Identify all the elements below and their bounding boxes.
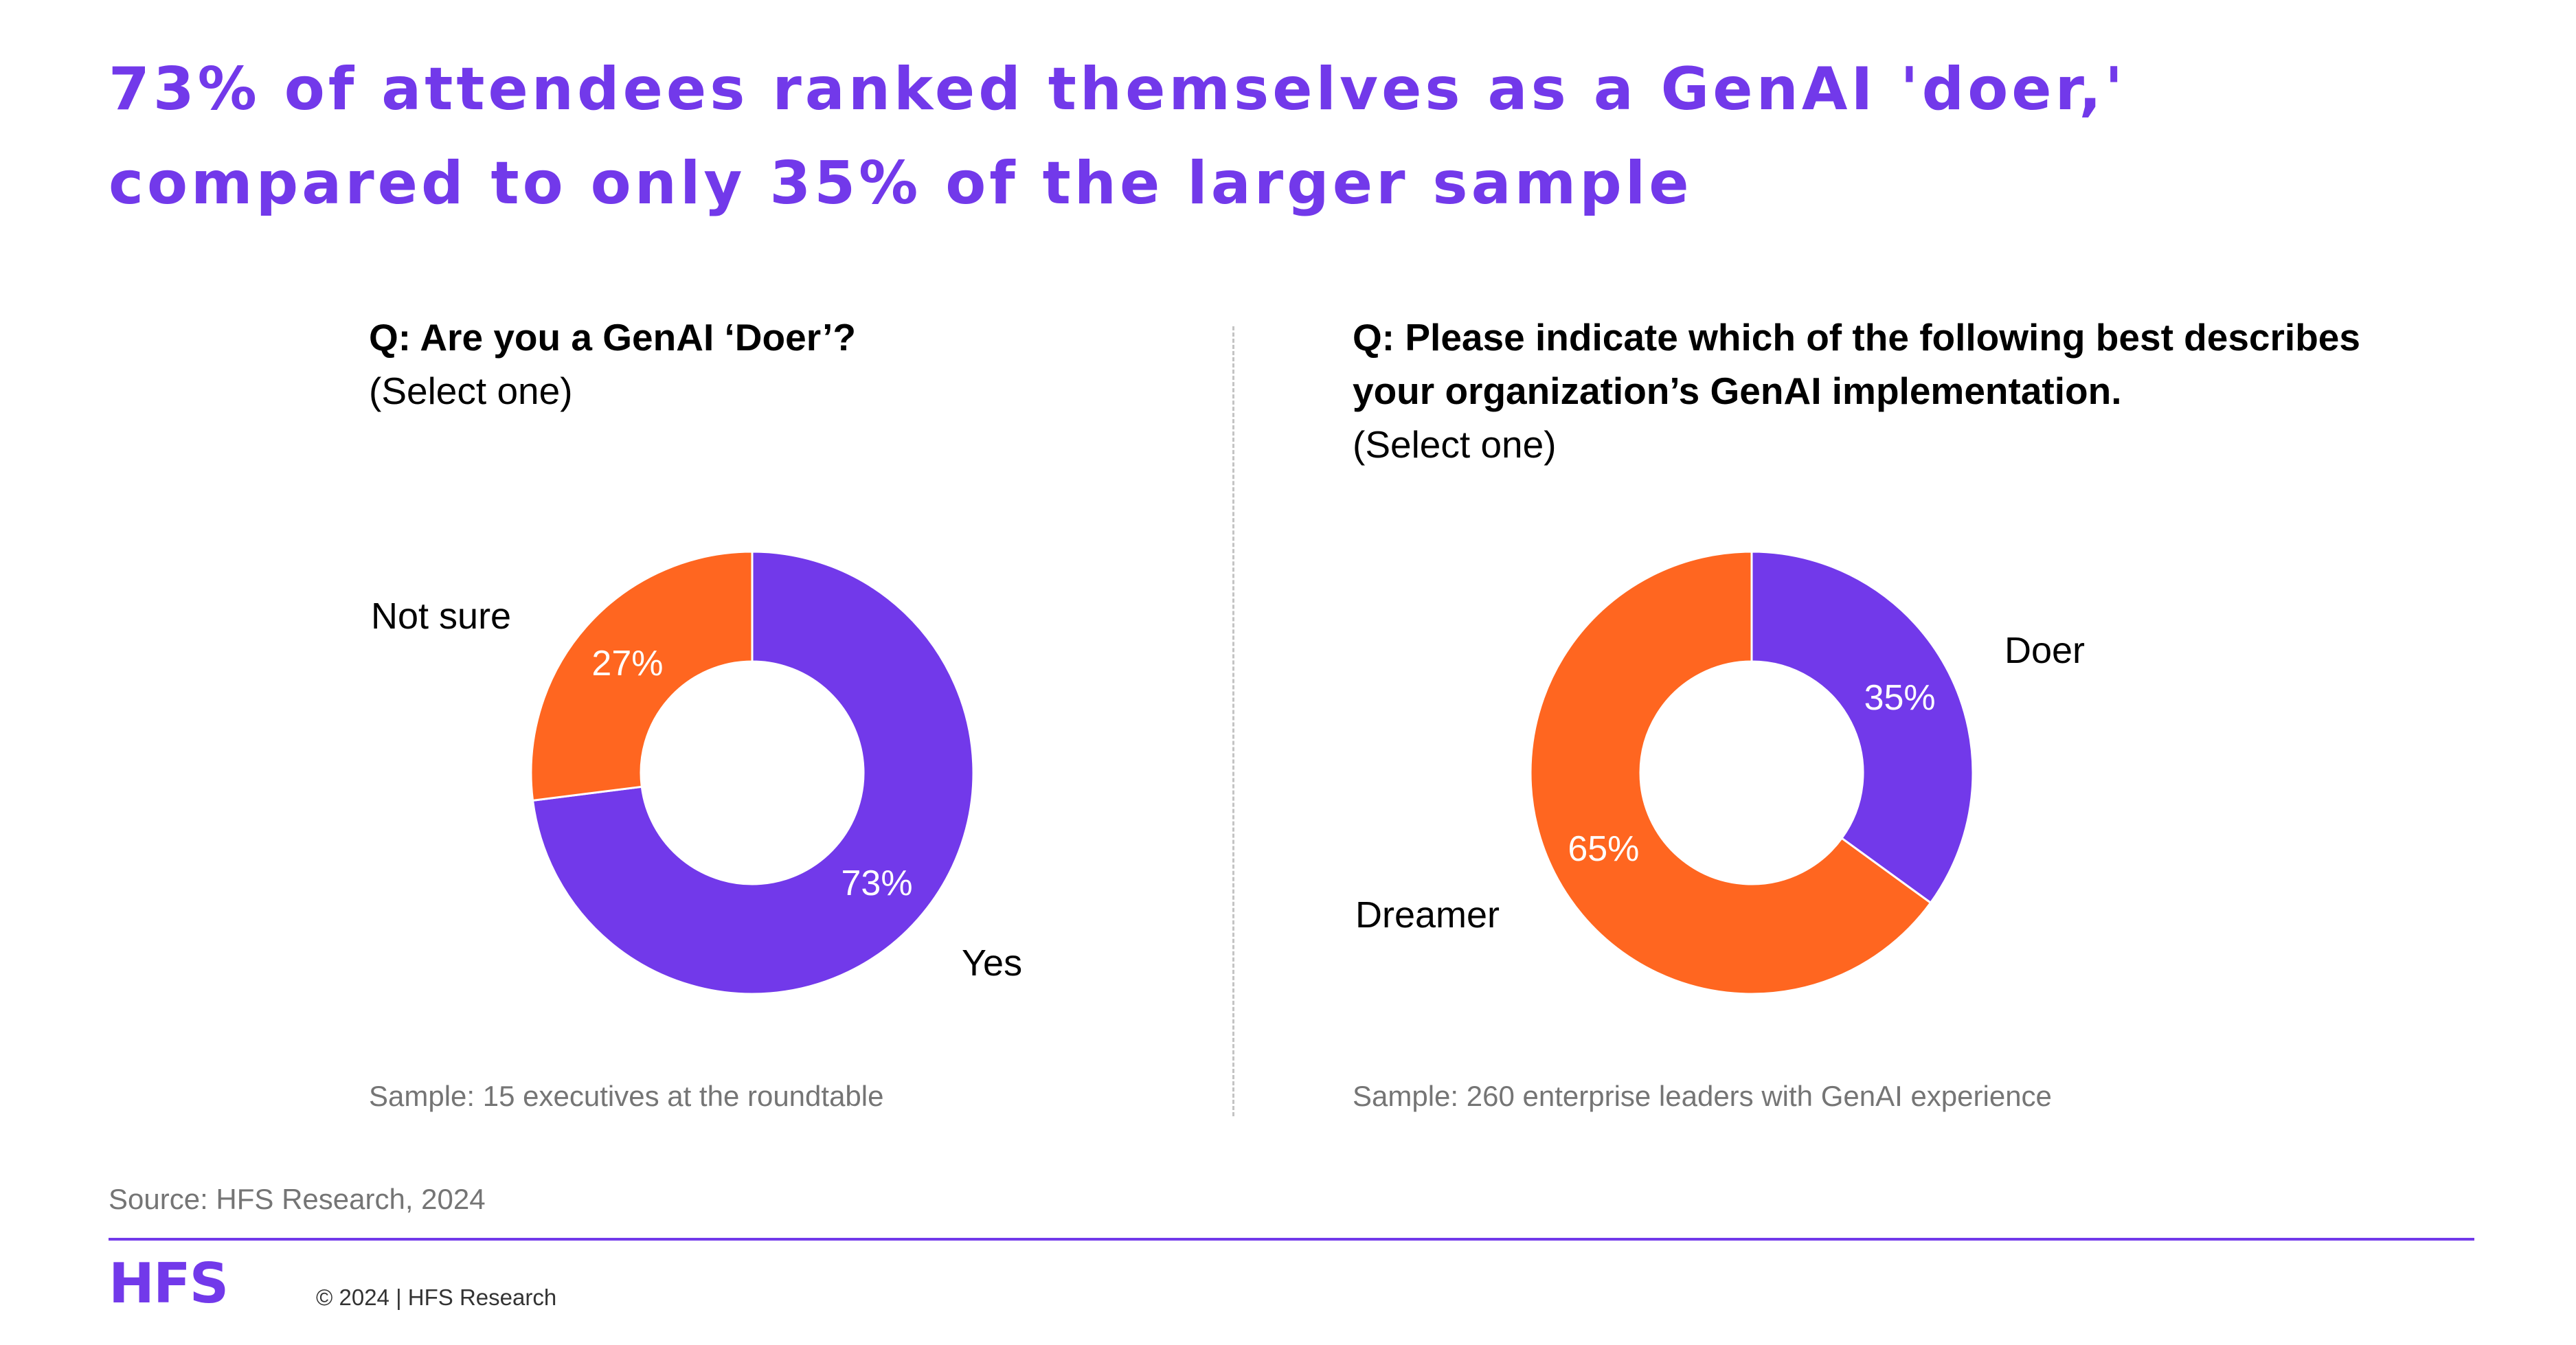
slice-doer — [1750, 550, 1974, 905]
hfs-logo: HFS — [109, 1257, 229, 1315]
copyright-text: © 2024 | HFS Research — [316, 1285, 557, 1310]
footer-rule — [109, 1238, 2474, 1241]
right-sample-note: Sample: 260 enterprise leaders with GenA… — [1353, 1080, 2052, 1112]
left-sample-note: Sample: 15 executives at the roundtable — [369, 1080, 884, 1112]
doer-donut-chart: 73% Yes 27% Not sure — [371, 550, 1022, 995]
slice-value-yes: 73% — [841, 863, 912, 903]
panel-divider — [1232, 326, 1234, 1116]
right-question: Q: Please indicate which of the followin… — [1353, 310, 2452, 471]
page-title: 73% of attendees ranked themselves as a … — [109, 55, 2127, 218]
source-note: Source: HFS Research, 2024 — [109, 1183, 486, 1215]
slice-yes — [531, 550, 975, 995]
left-question-text: Q: Are you a GenAI ‘Doer’? — [369, 316, 857, 359]
slice-label-yes: Yes — [962, 942, 1022, 984]
slice-not-sure — [530, 550, 754, 802]
slice-label-doer: Doer — [2004, 630, 2085, 671]
slice-value-doer: 35% — [1864, 678, 1936, 718]
slice-dreamer — [1529, 550, 1932, 995]
slice-label-not-sure: Not sure — [371, 596, 511, 637]
left-question-instruction: (Select one) — [369, 370, 573, 412]
slice-label-dreamer: Dreamer — [1355, 894, 1500, 936]
right-question-text: Q: Please indicate which of the followin… — [1353, 316, 2360, 412]
hfs-logo-text: HFS — [109, 1257, 227, 1315]
left-question: Q: Are you a GenAI ‘Doer’? (Select one) — [369, 310, 1193, 418]
slice-value-not-sure: 27% — [591, 644, 663, 683]
slice-value-dreamer: 65% — [1568, 829, 1639, 869]
right-question-instruction: (Select one) — [1353, 423, 1557, 466]
